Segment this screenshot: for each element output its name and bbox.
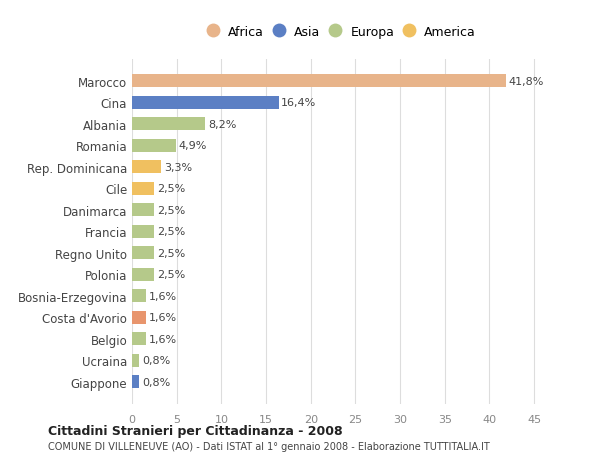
Text: 8,2%: 8,2% <box>208 120 236 129</box>
Text: 4,9%: 4,9% <box>178 141 207 151</box>
Bar <box>132 268 154 281</box>
Text: 2,5%: 2,5% <box>157 184 185 194</box>
Text: Cittadini Stranieri per Cittadinanza - 2008: Cittadini Stranieri per Cittadinanza - 2… <box>48 424 343 437</box>
Bar <box>132 204 154 217</box>
Bar <box>132 75 506 88</box>
Bar <box>132 97 278 110</box>
Text: 1,6%: 1,6% <box>149 334 177 344</box>
Text: 1,6%: 1,6% <box>149 313 177 323</box>
Text: 2,5%: 2,5% <box>157 270 185 280</box>
Legend: Africa, Asia, Europa, America: Africa, Asia, Europa, America <box>203 21 481 44</box>
Bar <box>132 247 154 260</box>
Text: 2,5%: 2,5% <box>157 227 185 237</box>
Text: 3,3%: 3,3% <box>164 162 192 173</box>
Bar <box>132 354 139 367</box>
Bar <box>132 311 146 324</box>
Bar <box>132 332 146 346</box>
Bar <box>132 290 146 302</box>
Text: 16,4%: 16,4% <box>281 98 316 108</box>
Bar <box>132 225 154 238</box>
Text: 0,8%: 0,8% <box>142 355 170 365</box>
Text: 2,5%: 2,5% <box>157 248 185 258</box>
Bar <box>132 183 154 196</box>
Bar <box>132 140 176 152</box>
Text: COMUNE DI VILLENEUVE (AO) - Dati ISTAT al 1° gennaio 2008 - Elaborazione TUTTITA: COMUNE DI VILLENEUVE (AO) - Dati ISTAT a… <box>48 441 490 451</box>
Bar <box>132 161 161 174</box>
Text: 0,8%: 0,8% <box>142 377 170 387</box>
Bar <box>132 375 139 388</box>
Text: 41,8%: 41,8% <box>508 77 544 87</box>
Bar <box>132 118 205 131</box>
Text: 1,6%: 1,6% <box>149 291 177 301</box>
Text: 2,5%: 2,5% <box>157 205 185 215</box>
